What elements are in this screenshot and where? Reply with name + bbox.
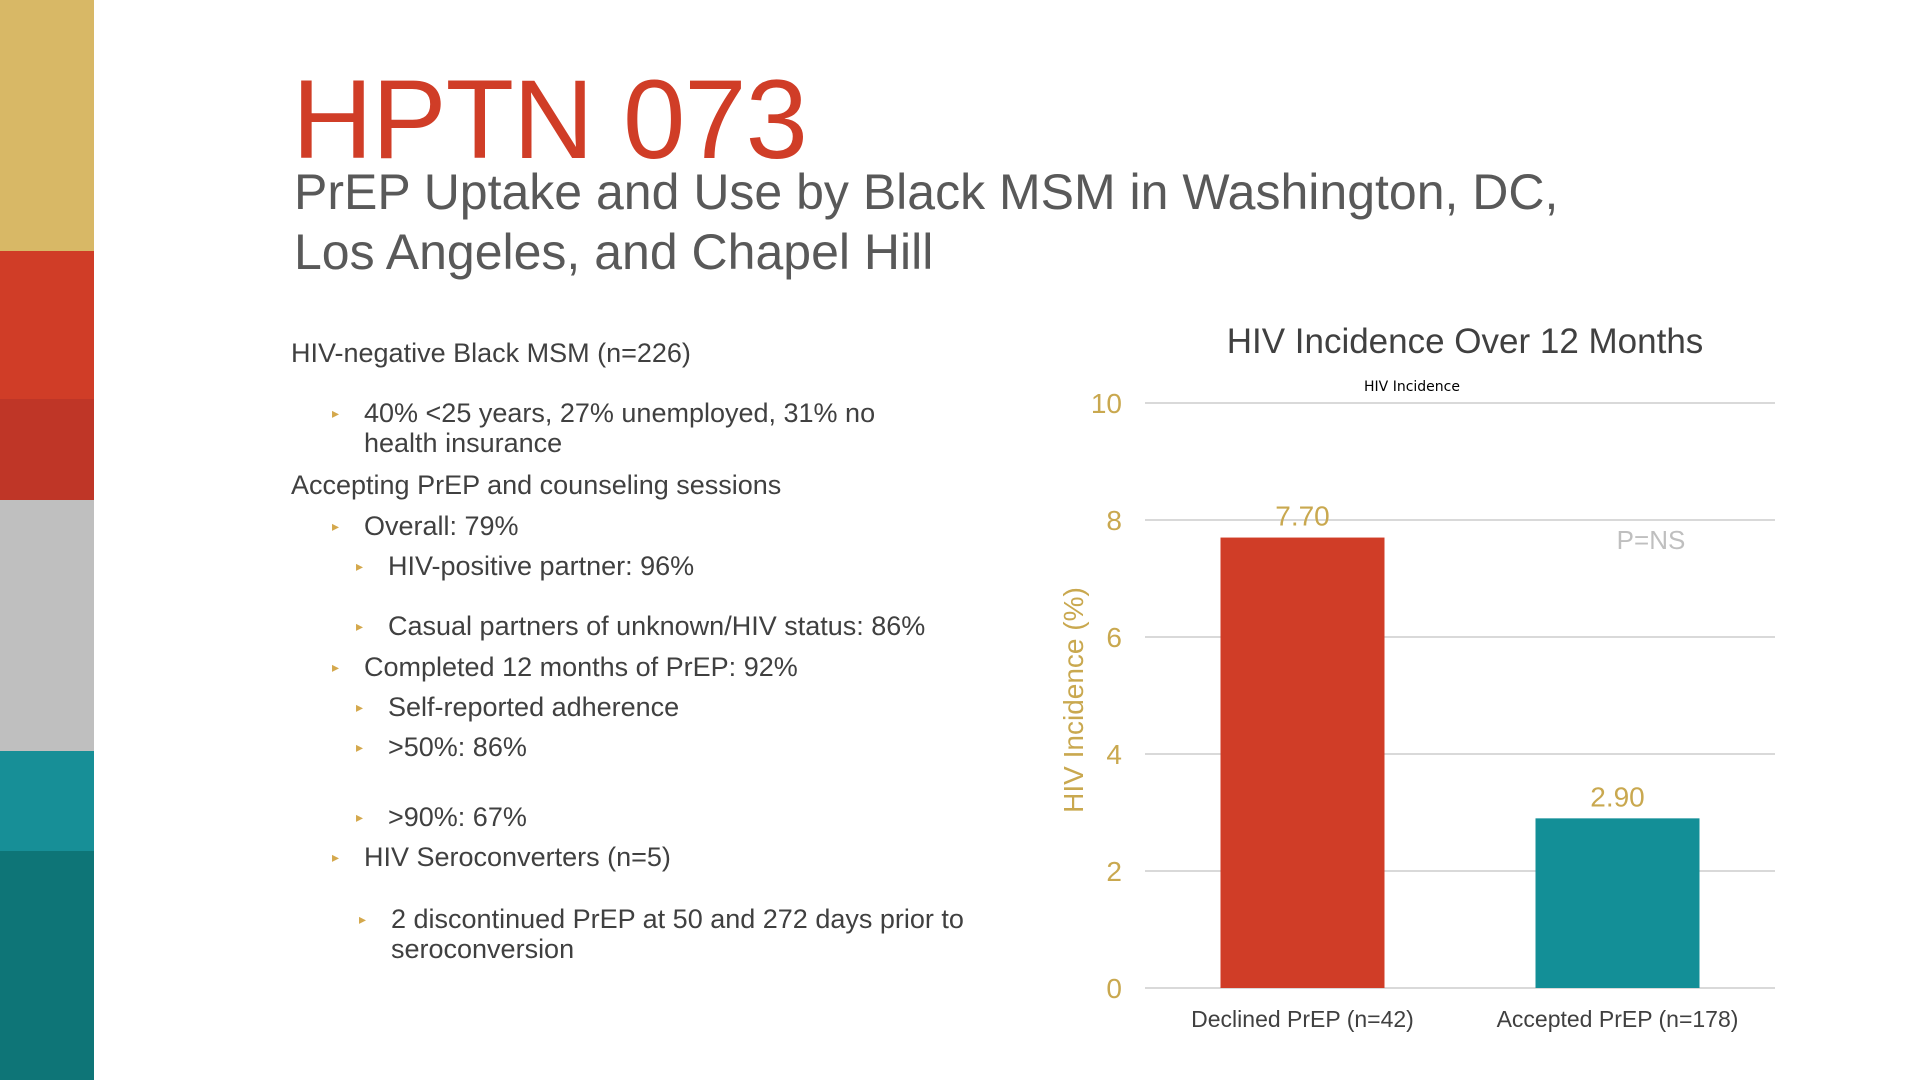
x-tick-label: Declined PrEP (n=42): [1191, 1006, 1414, 1032]
x-tick-labels: Declined PrEP (n=42) Accepted PrEP (n=178…: [1191, 1006, 1738, 1032]
chart-bars: [1220, 537, 1700, 988]
stripe-gray: [0, 500, 94, 751]
bar-accepted: [1535, 818, 1700, 988]
bullet-marker-icon: ▸: [356, 699, 364, 715]
chart-legend-label: HIV Incidence: [1364, 379, 1460, 395]
y-tick-label: 0: [1106, 973, 1122, 1004]
bullet-accepting: Accepting PrEP and counseling sessions: [291, 470, 782, 500]
bullet-population: HIV-negative Black MSM (n=226): [291, 338, 691, 368]
bullet-gt50: ▸ >50%: 86%: [356, 732, 527, 762]
stripe-teal: [0, 751, 94, 851]
bullet-completed: ▸ Completed 12 months of PrEP: 92%: [332, 652, 798, 682]
bar-value-label: 2.90: [1590, 781, 1645, 812]
bullet-marker-icon: ▸: [356, 618, 364, 634]
x-tick-label: Accepted PrEP (n=178): [1497, 1006, 1739, 1032]
bullet-marker-icon: ▸: [356, 558, 364, 574]
y-tick-label: 10: [1091, 388, 1122, 419]
bullet-hiv-positive-partner: ▸ HIV-positive partner: 96%: [356, 551, 695, 581]
stripe-dark-red: [0, 399, 94, 500]
slide-subtitle: PrEP Uptake and Use by Black MSM in Wash…: [294, 164, 1559, 280]
bar-value-label: 7.70: [1275, 501, 1330, 532]
bullet-marker-icon: ▸: [356, 739, 364, 755]
bullet-marker-icon: ▸: [356, 809, 364, 825]
bullet-self-reported: ▸ Self-reported adherence: [356, 692, 680, 722]
y-axis-label: HIV Incidence (%): [1058, 587, 1089, 813]
chart-title: HIV Incidence Over 12 Months: [1226, 322, 1704, 361]
bullet-marker-icon: ▸: [332, 518, 340, 534]
stripe-red: [0, 251, 94, 399]
bullet-marker-icon: ▸: [359, 911, 367, 927]
y-tick-label: 2: [1106, 856, 1122, 887]
bullet-gt90: ▸ >90%: 67%: [356, 802, 527, 832]
stripe-dark-teal: [0, 851, 94, 1080]
y-tick-label: 8: [1106, 505, 1122, 536]
bullet-list: HIV-negative Black MSM (n=226) ▸ 40% <25…: [291, 338, 964, 964]
p-value-annotation: P=NS: [1617, 525, 1686, 555]
bar-declined: [1220, 537, 1385, 988]
slide-title: HPTN 073: [292, 57, 808, 182]
y-tick-label: 6: [1106, 622, 1122, 653]
y-tick-labels: 0 2 4 6 8 10: [1091, 388, 1122, 1004]
bullet-discontinued: ▸ 2 discontinued PrEP at 50 and 272 days…: [359, 904, 964, 964]
bullet-overall: ▸ Overall: 79%: [332, 511, 519, 541]
bullet-seroconverters: ▸ HIV Seroconverters (n=5): [332, 842, 671, 872]
bullet-marker-icon: ▸: [332, 659, 340, 675]
stripe-gold: [0, 0, 94, 251]
bullet-casual-partners: ▸ Casual partners of unknown/HIV status:…: [356, 611, 926, 641]
bullet-demographics: ▸ 40% <25 years, 27% unemployed, 31% no …: [332, 398, 876, 458]
bar-value-labels: 7.70 2.90: [1275, 501, 1645, 813]
bullet-marker-icon: ▸: [332, 849, 340, 865]
y-tick-label: 4: [1106, 739, 1122, 770]
bullet-marker-icon: ▸: [332, 405, 340, 421]
